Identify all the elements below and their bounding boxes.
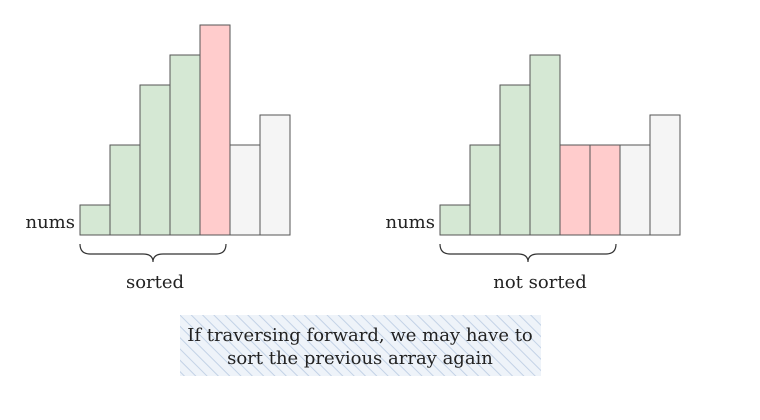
caption-not-sorted: not sorted	[493, 272, 586, 293]
array-bar-green	[469, 144, 501, 236]
array-bar-gray	[229, 144, 261, 236]
bars-group	[439, 54, 681, 236]
note-line-2: sort the previous array again	[227, 348, 493, 369]
array-bar-green	[439, 204, 471, 236]
array-bar-green	[529, 54, 561, 236]
array-bar-red	[199, 24, 231, 236]
brace-not-sorted	[439, 243, 617, 263]
note-line-1: If traversing forward, we may have to	[187, 325, 533, 346]
array-bar-gray	[619, 144, 651, 236]
note-box: If traversing forward, we may have to so…	[180, 315, 541, 376]
caption-sorted: sorted	[126, 272, 184, 293]
array-bar-gray	[259, 114, 291, 236]
array-bar-green	[169, 54, 201, 236]
panel-not-sorted: nums not sorted	[386, 54, 681, 293]
array-bar-gray	[649, 114, 681, 236]
array-bar-red	[559, 144, 591, 236]
array-bar-red	[589, 144, 621, 236]
array-bar-green	[499, 84, 531, 236]
array-bar-green	[79, 204, 111, 236]
brace-sorted	[79, 243, 227, 263]
nums-label: nums	[386, 212, 436, 233]
array-bar-green	[109, 144, 141, 236]
note-background	[180, 315, 541, 376]
nums-label: nums	[26, 212, 76, 233]
bars-group	[79, 24, 291, 236]
array-bar-green	[139, 84, 171, 236]
panel-sorted: nums sorted	[26, 24, 291, 293]
